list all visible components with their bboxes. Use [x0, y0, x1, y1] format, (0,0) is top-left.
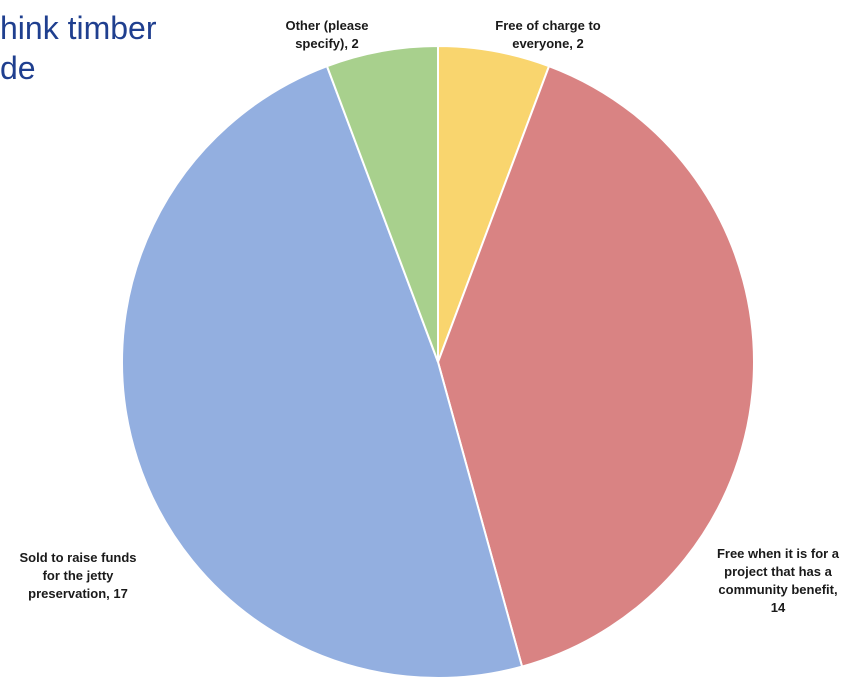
pie-slice-label-line: Free of charge to: [495, 18, 601, 33]
pie-slice-label-1: Free of charge to everyone, 2: [495, 18, 601, 51]
pie-slice-2: [436, 64, 755, 668]
pie-slice-label-line: everyone, 2: [512, 36, 584, 51]
pie-slice-4: [325, 44, 439, 363]
pie-slice-3: [121, 64, 524, 679]
pie-labels: Free of charge to everyone, 2 Free when it…: [19, 18, 839, 615]
pie-slice-label-line: Free when it is for a: [717, 546, 840, 561]
pie-slice-label-4: Other (please specify), 2: [285, 18, 368, 51]
pie-slice-label-line: project that has a: [724, 564, 832, 579]
chart-title-fragment: hink timber de: [0, 10, 157, 86]
pie-slice-label-line: for the jetty: [43, 568, 115, 583]
pie-slices: [121, 44, 755, 679]
pie-slice-label-line: community benefit,: [718, 582, 837, 597]
pie-slice-label-line: Other (please: [285, 18, 368, 33]
pie-slice-label-2: Free when it is for a project that has a c…: [717, 546, 840, 615]
pie-slice-label-3: Sold to raise funds for the jetty preserva…: [19, 550, 136, 601]
pie-slice-label-line: preservation, 17: [28, 586, 128, 601]
pie-slice-label-line: 14: [771, 600, 786, 615]
pie-slice-label-line: Sold to raise funds: [19, 550, 136, 565]
pie-slice-label-line: specify), 2: [295, 36, 359, 51]
